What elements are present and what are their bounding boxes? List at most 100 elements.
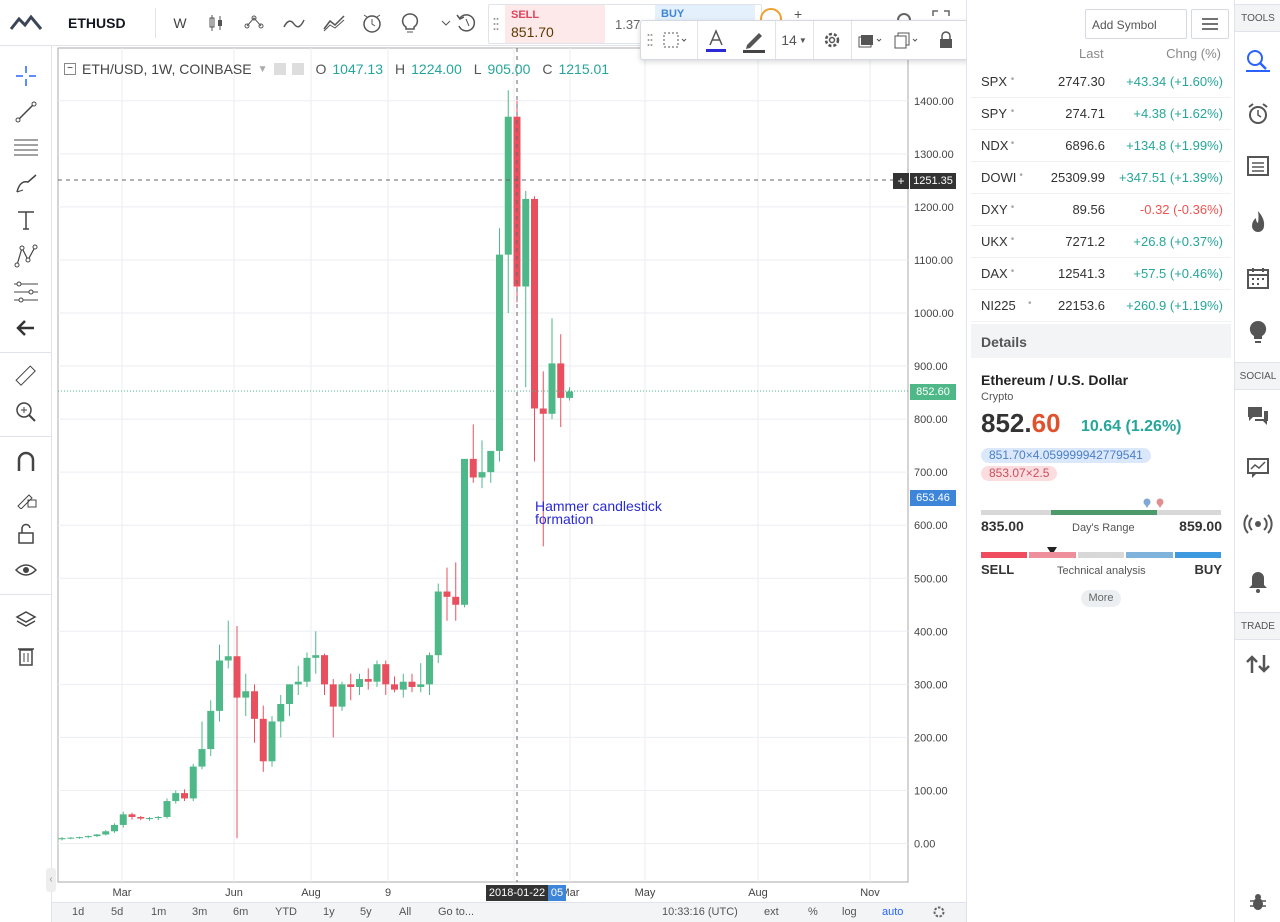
watchlist-row[interactable]: SPY • 274.71 +4.38 (+1.62%)	[971, 98, 1231, 130]
trading-panel-icon[interactable]	[1242, 648, 1274, 680]
calendar-icon[interactable]	[1242, 262, 1274, 294]
chart-canvas[interactable]: 0.00 100.00 200.00 300.00 400.00 500.00 600.00…	[52, 46, 966, 902]
drag-handle-icon[interactable]	[645, 21, 655, 59]
more-button[interactable]: More	[1081, 590, 1121, 607]
visual-order-icon[interactable]	[855, 21, 885, 59]
font-size-select[interactable]: 14 ▼	[779, 21, 809, 59]
bug-report-icon[interactable]	[1242, 886, 1274, 918]
watchlist-row[interactable]: SPX • 2747.30 +43.34 (+1.60%)	[971, 66, 1231, 98]
watchlist-symbol: DAX	[981, 266, 1008, 281]
log-toggle[interactable]: log	[842, 906, 857, 918]
sell-button[interactable]: SELL 851.70	[505, 5, 605, 43]
buy-button[interactable]: BUY	[655, 5, 755, 23]
chat-icon[interactable]	[1242, 400, 1274, 432]
range-5y[interactable]: 5y	[360, 906, 372, 918]
background-color-icon[interactable]	[737, 21, 771, 59]
candle-body	[461, 458, 468, 605]
candle-body	[399, 681, 407, 690]
range-all[interactable]: All	[399, 906, 412, 918]
chevron-down-icon[interactable]: ▼	[257, 63, 268, 75]
add-alert-plus-icon[interactable]: +	[893, 173, 909, 189]
range-1y[interactable]: 1y	[323, 906, 335, 918]
fib-icon[interactable]	[10, 132, 42, 164]
text-color-icon[interactable]	[701, 21, 731, 59]
clone-icon[interactable]	[891, 21, 921, 59]
ext-toggle[interactable]: ext	[764, 906, 779, 918]
brush-icon[interactable]	[10, 168, 42, 200]
template-select-icon[interactable]	[659, 21, 691, 59]
watchlist-row[interactable]: DAX • 12541.3 +57.5 (+0.46%)	[971, 258, 1231, 290]
watchlist-row[interactable]: NDX • 6896.6 +134.8 (+1.99%)	[971, 130, 1231, 162]
compare-icon[interactable]	[238, 8, 270, 38]
col-change[interactable]: Chng (%)	[1166, 46, 1221, 61]
range-5d[interactable]: 5d	[111, 906, 124, 918]
watchlist-icon[interactable]	[1242, 44, 1274, 76]
eye-icon[interactable]	[10, 554, 42, 586]
layers-icon[interactable]	[10, 604, 42, 636]
notifications-bell-icon[interactable]	[1242, 566, 1274, 598]
chart-chat-icon[interactable]	[1242, 452, 1274, 484]
collapse-left-icon[interactable]: ‹	[46, 868, 56, 892]
legend-gear-icon[interactable]	[291, 63, 304, 75]
ruler-icon[interactable]	[10, 360, 42, 392]
indicators-icon[interactable]	[278, 8, 310, 38]
alarm-clock-icon[interactable]	[1242, 98, 1274, 130]
watchlist-row[interactable]: NI225 • 22153.6 +260.9 (+1.19%)	[971, 290, 1231, 322]
crosshair-icon[interactable]	[10, 60, 42, 92]
streams-icon[interactable]	[1242, 508, 1274, 540]
symbol-search[interactable]: ETHUSD	[60, 8, 156, 38]
auto-toggle[interactable]: auto	[882, 906, 904, 918]
chart-area[interactable]: 0.00 100.00 200.00 300.00 400.00 500.00 600.00…	[52, 46, 966, 922]
col-last[interactable]: Last	[1079, 46, 1104, 61]
candle-body	[557, 363, 565, 398]
ta-label[interactable]: Technical analysis	[1057, 565, 1146, 577]
drag-handle-icon[interactable]	[493, 17, 499, 31]
watchlist-row[interactable]: DXY • 89.56 -0.32 (-0.36%)	[971, 194, 1231, 226]
watchlist-row[interactable]: DOWI • 25309.99 +347.51 (+1.39%)	[971, 162, 1231, 194]
interval-button[interactable]: W	[173, 15, 187, 31]
prediction-icon[interactable]	[10, 276, 42, 308]
list-menu-icon[interactable]	[1191, 9, 1229, 39]
lock-icon[interactable]	[931, 21, 961, 59]
chart-text-annotation[interactable]: Hammer candlestick formation	[535, 499, 662, 526]
ta-buy-label: BUY	[1194, 562, 1222, 577]
collapse-legend-icon[interactable]: −	[64, 63, 76, 75]
tradingview-logo[interactable]	[0, 0, 52, 46]
settings-gear-icon[interactable]	[817, 21, 847, 59]
legend-title[interactable]: ETH/USD, 1W, COINBASE	[82, 61, 252, 77]
ideas-bulb-icon[interactable]	[1242, 316, 1274, 348]
chart-settings-gear-icon[interactable]	[932, 905, 946, 922]
alert-icon[interactable]	[356, 8, 388, 38]
range-1d[interactable]: 1d	[72, 906, 85, 918]
zoom-in-icon[interactable]	[10, 396, 42, 428]
replay-icon[interactable]	[450, 8, 482, 38]
add-icon[interactable]: +	[794, 6, 803, 22]
details-header[interactable]: Details	[971, 324, 1231, 358]
trash-icon[interactable]	[10, 640, 42, 672]
clock-time[interactable]: 10:33:16 (UTC)	[662, 906, 738, 918]
legend-settings-icon[interactable]	[273, 63, 286, 75]
range-ytd[interactable]: YTD	[275, 906, 297, 918]
text-icon[interactable]	[10, 204, 42, 236]
fullscreen-icon[interactable]	[932, 10, 950, 28]
hotlist-flame-icon[interactable]	[1242, 206, 1274, 238]
lock-drawings-icon[interactable]	[10, 482, 42, 514]
back-arrow-icon[interactable]	[10, 312, 42, 344]
percent-toggle[interactable]: %	[808, 906, 818, 918]
watchlist-panel: Add Symbol Last Chng (%) SPX • 2747.30 +43.…	[966, 0, 1234, 922]
watchlist-row[interactable]: UKX • 7271.2 +26.8 (+0.37%)	[971, 226, 1231, 258]
range-3m[interactable]: 3m	[192, 906, 208, 918]
goto-button[interactable]: Go to...	[438, 906, 475, 918]
magnet-icon[interactable]	[10, 446, 42, 478]
candles-chart-type-icon[interactable]	[200, 8, 232, 38]
add-symbol-input[interactable]: Add Symbol	[1085, 9, 1187, 39]
chevron-down-icon[interactable]	[430, 8, 462, 38]
trend-line-icon[interactable]	[10, 96, 42, 128]
templates-icon[interactable]	[318, 8, 350, 38]
pattern-icon[interactable]	[10, 240, 42, 272]
unlock-icon[interactable]	[10, 518, 42, 550]
range-6m[interactable]: 6m	[233, 906, 249, 918]
range-1m[interactable]: 1m	[151, 906, 167, 918]
ideas-icon[interactable]	[394, 8, 426, 38]
news-list-icon[interactable]	[1242, 150, 1274, 182]
